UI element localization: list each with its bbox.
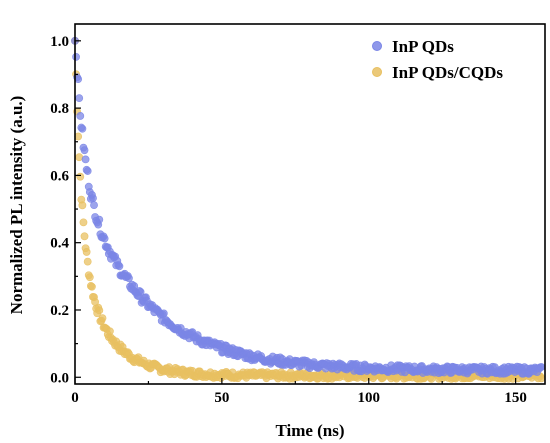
point-s0-18 [90,201,98,210]
ticks-layer: 0 50 100 150 0.0 0.2 0.4 0.6 0.8 1.0 [50,34,527,406]
point-s0-42 [115,262,124,271]
legend-label-inp-qds: InP QDs [392,37,454,56]
point-s1-12 [83,257,92,266]
point-s1-23 [95,306,104,315]
point-s0-28 [100,234,109,243]
legend-marker-inp-qds [372,41,382,51]
y-tick-label-2: 0.4 [50,236,69,252]
point-s0-5 [76,112,85,120]
point-s0-7 [78,124,87,133]
series-0 [71,36,546,378]
point-s0-4 [75,94,84,103]
point-s0-84 [159,309,168,318]
y-tick-label-4: 0.8 [50,101,69,117]
y-tick-label-3: 0.6 [50,168,69,184]
y-axis-label: Normalized PL intensity (a.u.) [7,96,26,315]
legend-label-inp-qds-cqds: InP QDs/CQDs [392,63,503,82]
point-s1-441 [537,374,546,383]
point-s0-10 [81,155,90,164]
x-tick-label-2: 100 [358,390,381,406]
series-1 [71,36,546,383]
series-layer [71,36,546,383]
point-s0-23 [95,215,104,224]
point-s1-5 [76,172,85,181]
x-tick-label-3: 150 [504,390,527,406]
point-s0-9 [80,146,89,155]
point-s0-1 [72,52,80,61]
point-s0-62 [136,288,145,296]
point-s1-8 [79,218,88,227]
x-axis-label: Time (ns) [275,421,344,440]
point-s0-441 [537,363,546,371]
legend: InP QDs InP QDs/CQDs [372,37,503,82]
point-s1-16 [88,282,96,291]
plot-frame [74,23,546,385]
point-s1-7 [78,201,87,210]
point-s1-33 [106,327,114,336]
point-s1-26 [98,314,107,323]
point-s0-12 [83,167,92,175]
x-tick-label-0: 0 [71,390,79,406]
point-s1-11 [82,248,91,256]
point-s1-9 [80,232,89,241]
legend-marker-inp-qds-cqds [372,67,382,77]
point-s0-17 [89,194,97,203]
y-tick-label-0: 0.0 [50,370,69,386]
point-s0-51 [125,274,133,283]
x-tick-label-1: 50 [214,390,229,406]
y-tick-label-1: 0.2 [50,303,69,319]
point-s1-14 [85,273,94,282]
y-tick-label-5: 1.0 [50,34,69,50]
